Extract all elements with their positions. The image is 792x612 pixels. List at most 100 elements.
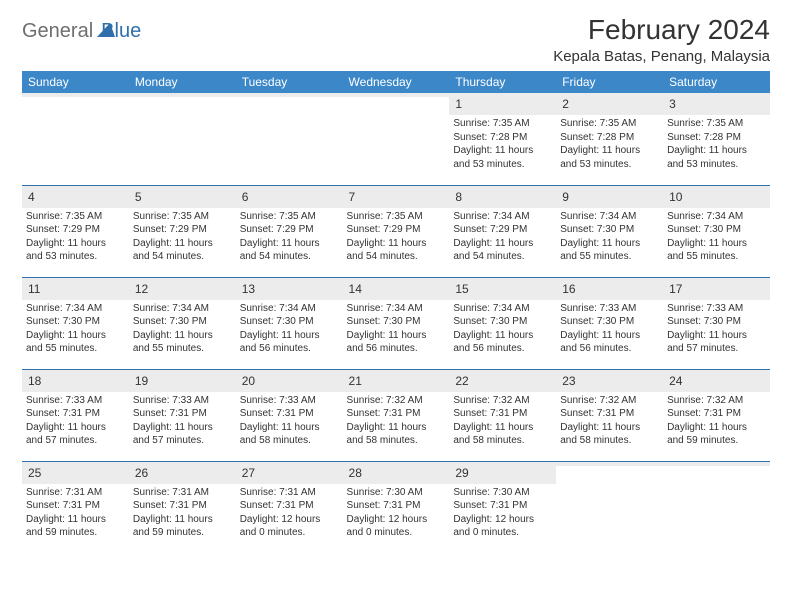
day-info: Sunrise: 7:35 AMSunset: 7:29 PMDaylight:… [240,210,339,264]
day-number-row: 5 [129,186,236,208]
daylight-text: Daylight: 11 hours and 58 minutes. [560,421,659,448]
daylight-text: Daylight: 11 hours and 55 minutes. [560,237,659,264]
day-number-row: 6 [236,186,343,208]
day-info: Sunrise: 7:35 AMSunset: 7:28 PMDaylight:… [560,117,659,171]
daylight-text: Daylight: 11 hours and 53 minutes. [26,237,125,264]
sunrise-text: Sunrise: 7:35 AM [240,210,339,224]
sunrise-text: Sunrise: 7:31 AM [133,486,232,500]
sunset-text: Sunset: 7:31 PM [453,499,552,513]
day-cell: 6Sunrise: 7:35 AMSunset: 7:29 PMDaylight… [236,185,343,277]
daylight-text: Daylight: 11 hours and 53 minutes. [560,144,659,171]
day-info: Sunrise: 7:30 AMSunset: 7:31 PMDaylight:… [453,486,552,540]
day-cell: 25 Sunrise: 7:31 AMSunset: 7:31 PMDayligh… [22,461,129,553]
sunset-text: Sunset: 7:31 PM [453,407,552,421]
day-cell: 10Sunrise: 7:34 AMSunset: 7:30 PMDayligh… [663,185,770,277]
sunset-text: Sunset: 7:29 PM [240,223,339,237]
day-cell: 16 Sunrise: 7:33 AMSunset: 7:30 PMDayligh… [556,277,663,369]
sunrise-text: Sunrise: 7:32 AM [347,394,446,408]
weekday-header: Saturday [663,71,770,93]
day-info: Sunrise: 7:35 AMSunset: 7:29 PMDaylight:… [347,210,446,264]
sunset-text: Sunset: 7:31 PM [240,499,339,513]
day-number: 4 [28,190,35,204]
day-info: Sunrise: 7:33 AMSunset: 7:30 PMDaylight:… [560,302,659,356]
daylight-text: Daylight: 11 hours and 58 minutes. [240,421,339,448]
day-info: Sunrise: 7:35 AMSunset: 7:28 PMDaylight:… [667,117,766,171]
sunrise-text: Sunrise: 7:34 AM [240,302,339,316]
day-info: Sunrise: 7:35 AMSunset: 7:29 PMDaylight:… [26,210,125,264]
day-number-row: 4 [22,186,129,208]
day-number: 25 [28,466,41,480]
sunset-text: Sunset: 7:30 PM [133,315,232,329]
daylight-text: Daylight: 11 hours and 58 minutes. [347,421,446,448]
daylight-text: Daylight: 11 hours and 54 minutes. [453,237,552,264]
week-row: 11Sunrise: 7:34 AMSunset: 7:30 PMDayligh… [22,277,770,369]
day-cell [343,93,450,185]
day-number-row [236,93,343,97]
daylight-text: Daylight: 11 hours and 55 minutes. [26,329,125,356]
sunrise-text: Sunrise: 7:30 AM [453,486,552,500]
day-number-row: 20 [236,370,343,392]
day-cell: 22 Sunrise: 7:32 AMSunset: 7:31 PMDayligh… [449,369,556,461]
day-number: 24 [669,374,682,388]
day-number: 5 [135,190,142,204]
sunrise-text: Sunrise: 7:33 AM [26,394,125,408]
daylight-text: Daylight: 11 hours and 59 minutes. [26,513,125,540]
day-number: 23 [562,374,575,388]
day-cell: 24 Sunrise: 7:32 AMSunset: 7:31 PMDayligh… [663,369,770,461]
day-info: Sunrise: 7:31 AMSunset: 7:31 PMDaylight:… [133,486,232,540]
day-number: 9 [562,190,569,204]
sunset-text: Sunset: 7:30 PM [347,315,446,329]
day-info: Sunrise: 7:33 AMSunset: 7:30 PMDaylight:… [667,302,766,356]
day-info: Sunrise: 7:32 AMSunset: 7:31 PMDaylight:… [347,394,446,448]
day-number-row: 12 [129,278,236,300]
day-cell: 23Sunrise: 7:32 AMSunset: 7:31 PMDayligh… [556,369,663,461]
day-number-row: 28 [343,462,450,484]
day-info: Sunrise: 7:31 AMSunset: 7:31 PMDaylight:… [26,486,125,540]
sunrise-text: Sunrise: 7:34 AM [453,302,552,316]
sunrise-text: Sunrise: 7:35 AM [453,117,552,131]
sunset-text: Sunset: 7:28 PM [560,131,659,145]
sunset-text: Sunset: 7:30 PM [240,315,339,329]
sunrise-text: Sunrise: 7:35 AM [133,210,232,224]
sunrise-text: Sunrise: 7:33 AM [240,394,339,408]
day-number: 22 [455,374,468,388]
day-number-row: 25 [22,462,129,484]
day-cell [556,461,663,553]
day-info: Sunrise: 7:33 AMSunset: 7:31 PMDaylight:… [133,394,232,448]
sunrise-text: Sunrise: 7:33 AM [667,302,766,316]
day-cell: 12Sunrise: 7:34 AMSunset: 7:30 PMDayligh… [129,277,236,369]
daylight-text: Daylight: 11 hours and 59 minutes. [133,513,232,540]
daylight-text: Daylight: 11 hours and 54 minutes. [133,237,232,264]
sunset-text: Sunset: 7:31 PM [560,407,659,421]
sunrise-text: Sunrise: 7:35 AM [26,210,125,224]
day-cell: 21Sunrise: 7:32 AMSunset: 7:31 PMDayligh… [343,369,450,461]
day-number: 7 [349,190,356,204]
day-info: Sunrise: 7:32 AMSunset: 7:31 PMDaylight:… [453,394,552,448]
day-info: Sunrise: 7:32 AMSunset: 7:31 PMDaylight:… [667,394,766,448]
day-cell [129,93,236,185]
title-block: February 2024 Kepala Batas, Penang, Mala… [553,14,770,65]
sunrise-text: Sunrise: 7:34 AM [560,210,659,224]
day-number-row [556,462,663,466]
day-number-row: 9 [556,186,663,208]
day-cell: 7 Sunrise: 7:35 AMSunset: 7:29 PMDaylight… [343,185,450,277]
sunset-text: Sunset: 7:29 PM [347,223,446,237]
day-number: 15 [455,282,468,296]
weekday-header: Thursday [449,71,556,93]
day-number: 20 [242,374,255,388]
day-cell: 13Sunrise: 7:34 AMSunset: 7:30 PMDayligh… [236,277,343,369]
sunset-text: Sunset: 7:30 PM [560,315,659,329]
sunset-text: Sunset: 7:30 PM [560,223,659,237]
day-number-row: 29 [449,462,556,484]
day-info: Sunrise: 7:35 AMSunset: 7:29 PMDaylight:… [133,210,232,264]
daylight-text: Daylight: 11 hours and 56 minutes. [560,329,659,356]
day-number: 16 [562,282,575,296]
day-cell: 15 Sunrise: 7:34 AMSunset: 7:30 PMDayligh… [449,277,556,369]
day-number-row: 21 [343,370,450,392]
day-info: Sunrise: 7:34 AMSunset: 7:30 PMDaylight:… [453,302,552,356]
brand-logo: General Blue [22,14,141,43]
day-cell: 28Sunrise: 7:30 AMSunset: 7:31 PMDayligh… [343,461,450,553]
day-cell: 17Sunrise: 7:33 AMSunset: 7:30 PMDayligh… [663,277,770,369]
week-row: 18Sunrise: 7:33 AMSunset: 7:31 PMDayligh… [22,369,770,461]
sunset-text: Sunset: 7:31 PM [347,499,446,513]
